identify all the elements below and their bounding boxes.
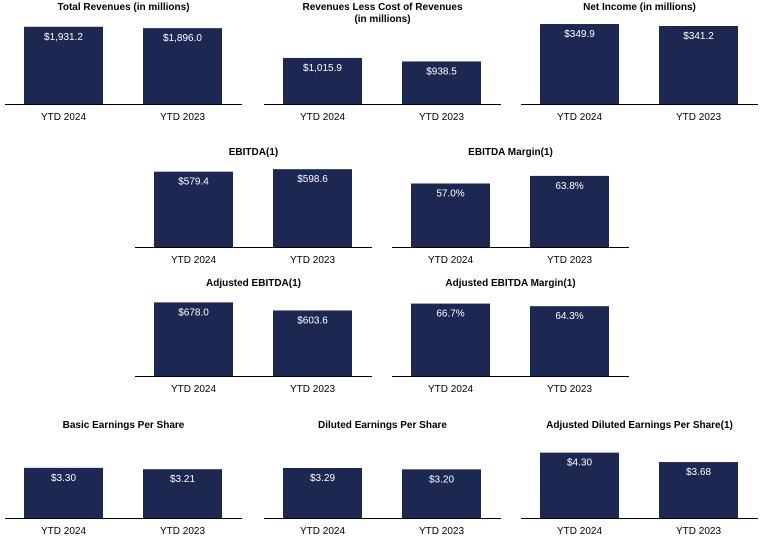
data-label: $1,015.9 [303, 63, 342, 74]
ebitda-chart: EBITDA(1) $579.4 YTD 2024 $598.6 YTD 2023 [135, 147, 372, 269]
chart-plot: $579.4 YTD 2024 $598.6 YTD 2023 [135, 169, 372, 266]
data-label: $1,931.2 [44, 32, 83, 43]
chart-title: Adjusted EBITDA(1) [206, 278, 301, 289]
net-income-chart: Net Income (in millions) $349.9 YTD 2024 $… [521, 2, 758, 127]
bar-ytd-2023 [530, 306, 609, 376]
bar-ytd-2024 [154, 171, 233, 247]
chart-plot: 57.0% YTD 2024 63.8% YTD 2023 [392, 175, 629, 266]
x-tick-label: YTD 2024 [557, 526, 602, 537]
data-label: $3.20 [429, 474, 454, 485]
data-label: 64.3% [555, 311, 583, 322]
data-label: $3.68 [686, 467, 711, 478]
chart-title: Diluted Earnings Per Share [318, 420, 447, 431]
data-label: 57.0% [436, 188, 464, 199]
bar-ytd-2024 [411, 183, 490, 247]
chart-plot: $4.30 YTD 2024 $3.68 YTD 2023 [521, 452, 758, 537]
x-tick-label: YTD 2024 [171, 255, 216, 266]
bar-ytd-2024 [283, 57, 362, 104]
x-tick-label: YTD 2023 [160, 526, 205, 537]
bar-ytd-2024 [540, 452, 619, 518]
bar-ytd-2023 [143, 469, 222, 518]
adjusted-ebitda-chart: Adjusted EBITDA(1) $678.0 YTD 2024 $603.6 Y… [135, 278, 372, 398]
x-tick-label: YTD 2023 [676, 112, 721, 123]
chart-title: Net Income (in millions) [583, 2, 696, 13]
x-tick-label: YTD 2024 [300, 526, 345, 537]
data-label: $678.0 [178, 307, 209, 318]
ebitda-margin-chart: EBITDA Margin(1) 57.0% YTD 2024 63.8% YTD 2… [392, 147, 629, 269]
data-label: $938.5 [426, 66, 457, 77]
x-tick-label: YTD 2023 [676, 526, 721, 537]
x-tick-label: YTD 2024 [557, 112, 602, 123]
bar-ytd-2024 [283, 467, 362, 518]
x-tick-label: YTD 2024 [171, 384, 216, 395]
chart-title: EBITDA(1) [228, 147, 279, 158]
basic-eps-chart: Basic Earnings Per Share $3.30 YTD 2024 $3… [5, 420, 242, 539]
x-tick-label: YTD 2023 [547, 384, 592, 395]
chart-plot: $3.29 YTD 2024 $3.20 YTD 2023 [264, 467, 501, 537]
data-label: $603.6 [297, 315, 328, 326]
bar-ytd-2023 [530, 175, 609, 247]
x-tick-label: YTD 2023 [290, 255, 335, 266]
chart-plot: $3.30 YTD 2024 $3.21 YTD 2023 [5, 467, 242, 537]
data-label: $349.9 [564, 29, 595, 40]
data-label: $3.29 [310, 473, 335, 484]
bar-ytd-2023 [402, 61, 481, 104]
x-tick-label: YTD 2024 [41, 112, 86, 123]
data-label: $1,896.0 [163, 33, 202, 44]
x-tick-label: YTD 2024 [428, 255, 473, 266]
chart-title: Adjusted EBITDA Margin(1) [445, 278, 576, 289]
chart-plot: $1,931.2 YTD 2024 $1,896.0 YTD 2023 [5, 26, 242, 123]
chart-title: Basic Earnings Per Share [62, 420, 185, 431]
diluted-eps-chart: Diluted Earnings Per Share $3.29 YTD 2024… [264, 420, 501, 539]
bar-ytd-2023 [659, 462, 738, 518]
chart-title: Revenues Less Cost of Revenues (in milli… [302, 2, 463, 25]
bar-ytd-2023 [143, 28, 222, 104]
revenues-less-cost-chart: Revenues Less Cost of Revenues (in milli… [264, 2, 501, 127]
chart-title: EBITDA Margin(1) [468, 147, 553, 158]
data-label: $341.2 [683, 31, 714, 42]
bar-ytd-2023 [273, 169, 352, 247]
x-tick-label: YTD 2024 [41, 526, 86, 537]
data-label: 66.7% [436, 309, 464, 320]
data-label: $579.4 [178, 177, 209, 188]
x-tick-label: YTD 2023 [419, 526, 464, 537]
data-label: $4.30 [567, 458, 592, 469]
chart-title: Adjusted Diluted Earnings Per Share(1) [546, 420, 733, 431]
x-tick-label: YTD 2023 [419, 112, 464, 123]
bar-ytd-2023 [659, 26, 738, 104]
chart-plot: $349.9 YTD 2024 $341.2 YTD 2023 [521, 24, 758, 123]
bar-ytd-2024 [411, 303, 490, 376]
chart-plot: $678.0 YTD 2024 $603.6 YTD 2023 [135, 302, 372, 395]
chart-title: Total Revenues (in millions) [57, 2, 190, 13]
bar-ytd-2024 [24, 467, 103, 518]
x-tick-label: YTD 2023 [160, 112, 205, 123]
chart-plot: 66.7% YTD 2024 64.3% YTD 2023 [392, 303, 629, 395]
adjusted-diluted-eps-chart: Adjusted Diluted Earnings Per Share(1) $… [521, 420, 758, 539]
bar-ytd-2024 [540, 24, 619, 104]
x-tick-label: YTD 2023 [290, 384, 335, 395]
x-tick-label: YTD 2024 [300, 112, 345, 123]
bar-ytd-2024 [24, 26, 103, 104]
bar-ytd-2023 [402, 469, 481, 518]
chart-plot: $1,015.9 YTD 2024 $938.5 YTD 2023 [264, 57, 501, 123]
x-tick-label: YTD 2024 [428, 384, 473, 395]
data-label: $3.30 [51, 473, 76, 484]
data-label: $3.21 [170, 474, 195, 485]
bar-ytd-2024 [154, 302, 233, 376]
total-revenues-chart: Total Revenues (in millions) $1,931.2 YTD… [5, 2, 242, 127]
bar-ytd-2023 [273, 310, 352, 376]
x-tick-label: YTD 2023 [547, 255, 592, 266]
data-label: $598.6 [297, 174, 328, 185]
adjusted-ebitda-margin-chart: Adjusted EBITDA Margin(1) 66.7% YTD 2024 6… [392, 278, 629, 398]
data-label: 63.8% [555, 181, 583, 192]
